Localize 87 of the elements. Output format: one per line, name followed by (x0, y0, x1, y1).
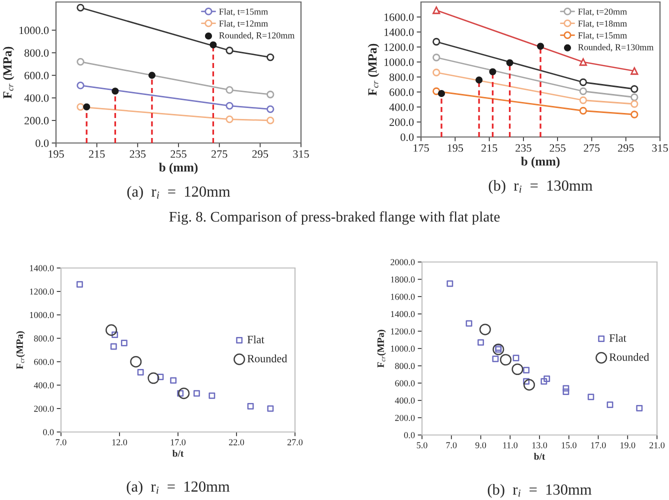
x-tick-label: 255 (170, 150, 186, 158)
legend-label: Flat, t=15mm (219, 8, 268, 16)
x-tick-label: 275 (584, 144, 600, 152)
y-axis-title: F$_{cr}$(MPa) (16, 331, 25, 370)
x-tick-label: 295 (618, 144, 634, 152)
x-axis-title: b/t (534, 452, 546, 460)
legend-label: Flat, t=12mm (219, 20, 268, 28)
text: (b) r$_{i}$ = 130mm (488, 180, 592, 194)
x-tick-label: 315 (293, 150, 309, 158)
legend-label: Flat, t=18mm (578, 20, 627, 28)
y-tick-label: 200.0 (390, 118, 414, 126)
y-tick-label: 200.0 (24, 116, 49, 124)
y-axis-title: F$_{cr}$ (MPa) (2, 46, 14, 99)
y-tick-label: 1400.0 (384, 28, 414, 36)
y-tick-label: 1000.0 (391, 346, 415, 352)
text: (b) r$_{i}$ = 130mm (488, 484, 592, 498)
legend-label: Rounded (609, 353, 650, 361)
x-tick-label: 235 (130, 150, 146, 158)
y-tick-label: 400.0 (389, 103, 414, 112)
text: (a) r$_{i}$ = 120mm (127, 186, 230, 200)
y-tick-label: 1600.0 (384, 13, 414, 22)
x-tick-label: 255 (550, 144, 566, 152)
x-tick-label: 195 (448, 144, 464, 152)
y-tick-label: 200.0 (395, 414, 415, 421)
x-tick-label: 9.0 (475, 442, 486, 448)
y-tick-label: 800.0 (34, 335, 54, 342)
caption: Fig. 8. Comparison of press-braked flange with flat plate (169, 211, 500, 225)
y-tick-label: 1600.0 (391, 294, 415, 300)
y-tick-label: 1400.0 (30, 265, 54, 272)
y-tick-label: 800.0 (389, 73, 414, 82)
x-tick-label: 17.0 (170, 439, 186, 446)
x-tick-label: 215 (481, 144, 498, 152)
y-tick-label: 200.0 (34, 406, 54, 412)
y-tick-label: 1000.0 (384, 58, 414, 66)
y-tick-label: 1000.0 (30, 312, 54, 318)
legend-label: Rounded, R=120mm (219, 32, 295, 40)
legend-label: Flat, t=15mm (578, 32, 627, 40)
x-tick-label: 19.0 (620, 442, 636, 448)
y-tick-label: 1200.0 (30, 288, 54, 295)
y-tick-label: 600.0 (390, 88, 414, 96)
y-tick-label: 2000.0 (390, 259, 415, 266)
x-tick-label: 175 (414, 144, 429, 152)
x-tick-label: 195 (48, 150, 64, 158)
y-tick-label: 0.0 (43, 429, 54, 436)
x-tick-label: 12.0 (112, 439, 128, 446)
legend-label: Flat (247, 335, 264, 344)
x-axis-title: b/t (172, 450, 184, 457)
x-tick-label: 7.0 (56, 439, 66, 446)
y-tick-label: 0.0 (36, 139, 49, 148)
y-tick-label: 0.0 (404, 432, 415, 438)
legend-label: Rounded (247, 354, 288, 362)
y-tick-label: 600.0 (395, 380, 415, 386)
x-tick-label: 215 (88, 150, 105, 158)
x-axis-title: b (mm) (159, 162, 198, 174)
legend-label: Flat (609, 334, 626, 342)
y-tick-label: 1400.0 (391, 311, 415, 318)
y-tick-label: 800.0 (395, 362, 415, 370)
y-tick-label: 400.0 (394, 398, 415, 404)
x-tick-label: 11.0 (503, 442, 518, 448)
y-tick-label: 1200.0 (384, 43, 414, 52)
x-axis-title: b (mm) (521, 156, 560, 168)
x-tick-label: 235 (516, 144, 532, 152)
y-tick-label: 1200.0 (391, 328, 415, 334)
x-tick-label: 27.0 (287, 439, 303, 446)
x-tick-label: 21.0 (649, 442, 665, 448)
y-tick-label: 600.0 (34, 358, 54, 365)
x-tick-label: 15.0 (562, 442, 576, 448)
y-tick-label: 600.0 (24, 72, 49, 80)
x-tick-label: 275 (211, 150, 228, 158)
y-tick-label: 1000.0 (19, 26, 49, 34)
y-tick-label: 400.0 (24, 94, 49, 102)
legend-label: Rounded, R=130mm (578, 44, 654, 52)
y-axis-title: F$_{cr}$ (MPa) (368, 44, 380, 96)
x-tick-label: 22.0 (228, 439, 244, 446)
y-tick-label: 400.0 (34, 382, 54, 388)
x-tick-label: 7.0 (446, 442, 457, 448)
x-tick-label: 17.0 (591, 442, 606, 448)
x-tick-label: 295 (252, 150, 268, 158)
y-tick-label: 800.0 (24, 49, 49, 57)
x-tick-label: 13.0 (532, 442, 548, 448)
y-tick-label: 0.0 (400, 133, 414, 142)
text: (a) r$_{i}$ = 120mm (126, 480, 230, 495)
x-tick-label: 5.0 (416, 442, 428, 448)
y-tick-label: 1800.0 (391, 276, 415, 283)
legend-label: Flat, t=20mm (578, 8, 627, 16)
x-tick-label: 315 (652, 144, 668, 152)
y-axis-title: F$_{cr}$(MPa) (377, 330, 386, 368)
